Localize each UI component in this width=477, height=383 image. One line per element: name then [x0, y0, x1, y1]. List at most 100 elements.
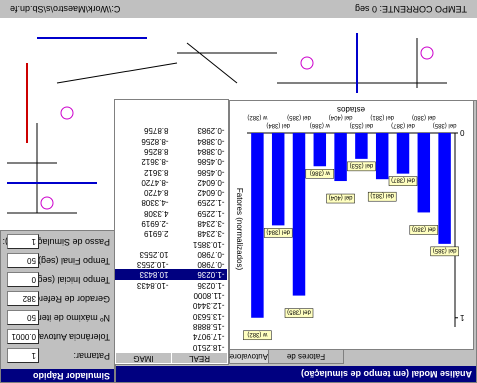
- cell: -0.6042: [197, 188, 225, 198]
- table-row[interactable]: -3.2348 2.6919: [116, 228, 228, 238]
- cell: -0.7980: [197, 249, 225, 259]
- cell-empty: [116, 300, 172, 310]
- table-row[interactable]: -12.3440: [116, 300, 228, 310]
- field-label: Patamar:: [73, 351, 110, 361]
- table-row[interactable]: -1.2259 -4.3308: [116, 197, 228, 207]
- bar-label-box: [284, 308, 314, 318]
- field-label: Tempo Inicial (seg):: [31, 275, 110, 285]
- table-row[interactable]: -0.6042 8.4720: [116, 187, 228, 197]
- field-input[interactable]: 0: [7, 272, 39, 287]
- table-row[interactable]: -1.0236 10.8433: [115, 269, 228, 280]
- simulator-panel: Simulador Rápido Patamar: 1 Tolerância Aut…: [0, 230, 115, 383]
- table-row[interactable]: -1.2259 4.3308: [116, 208, 228, 218]
- table-row[interactable]: -17.9074: [116, 331, 228, 341]
- table-row[interactable]: -15.8888: [116, 321, 228, 331]
- column-header: REAL: [171, 352, 228, 364]
- table-row[interactable]: -0.4586 8.3612: [116, 166, 228, 177]
- cell: -10.2553: [136, 260, 169, 270]
- x-tick-label: del (404): [329, 114, 353, 120]
- form-field: Tempo Inicial (seg): 0: [5, 272, 110, 288]
- eigen-table: REAL IMAG -18.2510 -17.9074 -15.8888 -13.5630…: [114, 99, 229, 365]
- table-row[interactable]: -0.6042 -8.4720: [116, 177, 228, 187]
- field-input[interactable]: 50: [7, 253, 39, 268]
- x-tick-label: w (386): [310, 122, 331, 128]
- field-input[interactable]: 1: [7, 234, 39, 249]
- form-field: Patamar: 1: [5, 348, 110, 364]
- cell-empty: [116, 321, 172, 331]
- cell: -0.3884: [197, 136, 225, 146]
- bar: [271, 133, 285, 226]
- cell: -3.2348: [197, 219, 225, 228]
- bar-label: del (387): [391, 177, 415, 183]
- x-tick-label: del (381): [370, 114, 394, 120]
- y-axis-label: Fatores (normalizados): [235, 188, 244, 271]
- cell: -8.3612: [141, 157, 169, 167]
- bar: [251, 133, 264, 318]
- tab[interactable]: Autovalores: [226, 350, 269, 364]
- cell-empty: [116, 290, 172, 300]
- bar-label: w (386): [310, 169, 331, 175]
- field-input[interactable]: 382: [7, 291, 39, 306]
- x-axis-label: estados: [337, 105, 365, 114]
- cell: -0.4586: [197, 167, 225, 177]
- x-tick-label: del (387): [391, 122, 415, 128]
- form-field: Gerador de Referência: 382: [5, 291, 110, 307]
- tab[interactable]: Fatores de Participação: [268, 339, 344, 364]
- cell: -0.2983: [197, 126, 225, 136]
- table-row[interactable]: -11.8000: [116, 290, 228, 300]
- table-row[interactable]: -13.5630: [116, 311, 228, 321]
- cell: 8.8756: [144, 126, 169, 136]
- cell-empty: [116, 311, 172, 321]
- cell: 4.3308: [144, 208, 169, 218]
- cell: 8.8256: [144, 146, 169, 156]
- bar-label: w (382): [247, 331, 268, 337]
- cell: -10.3851: [192, 239, 225, 249]
- x-tick-label: w (382): [247, 114, 268, 120]
- cell: -17.9074: [192, 332, 225, 342]
- table-row[interactable]: -0.4586 -8.3612: [116, 156, 228, 166]
- bar-label-box: [409, 225, 439, 235]
- cell: -4.3308: [141, 198, 169, 208]
- table-row[interactable]: -3.2348 -2.6919: [116, 218, 228, 228]
- x-tick-label: del (385): [287, 114, 311, 120]
- cell: -1.0236: [197, 280, 225, 290]
- bar-label-box: [367, 191, 397, 202]
- cell: -10.8433: [136, 280, 169, 290]
- cell: 2.6919: [144, 229, 169, 239]
- bar-label: del (353): [350, 162, 374, 168]
- cell: -2.6919: [141, 219, 169, 228]
- cell: 8.3612: [144, 167, 169, 177]
- field-input[interactable]: 1: [7, 348, 39, 363]
- cell: -1.0236: [171, 269, 228, 280]
- table-row[interactable]: -1.0236 -10.8433: [116, 280, 228, 290]
- field-input[interactable]: 50: [7, 310, 39, 325]
- y-tick-label: 0: [459, 128, 464, 137]
- chart-frame: 0 1 Fatores (normalizados) estados del (385)…: [229, 100, 474, 350]
- x-tick-label: del (384): [266, 122, 290, 128]
- bar: [355, 133, 368, 159]
- field-input[interactable]: 0.0001: [7, 329, 39, 344]
- x-tick-label: del (353): [350, 122, 374, 128]
- table-row[interactable]: -0.3884 8.8256: [116, 146, 228, 156]
- table-row[interactable]: -10.3851: [116, 238, 228, 249]
- cell-empty: [116, 341, 172, 352]
- x-tick-label: del (380): [412, 114, 436, 120]
- cell: -8.4720: [141, 177, 169, 187]
- table-row[interactable]: -0.2983 8.8756: [116, 125, 228, 135]
- column-header: IMAG: [115, 352, 172, 364]
- y-tick-label: 1: [459, 313, 464, 322]
- cell: -1.2259: [197, 208, 225, 218]
- bar-label-box: [388, 176, 418, 186]
- cell: -12.3440: [192, 301, 225, 311]
- cell-empty: [116, 331, 172, 341]
- bar: [292, 133, 306, 296]
- bar-label-box: [243, 330, 272, 341]
- file-path: C:\Work\Maestro\s\Sb.dn.fe: [10, 4, 120, 14]
- table-row[interactable]: -0.7980 10.2553: [116, 249, 228, 259]
- bar: [313, 133, 327, 167]
- table: REAL IMAG -18.2510 -17.9074 -15.8888 -13.5630…: [115, 125, 228, 364]
- table-row[interactable]: -18.2510: [116, 341, 228, 352]
- table-row[interactable]: -0.3884 -8.8256: [116, 135, 228, 146]
- table-row[interactable]: -0.7980 -10.2553: [116, 259, 228, 269]
